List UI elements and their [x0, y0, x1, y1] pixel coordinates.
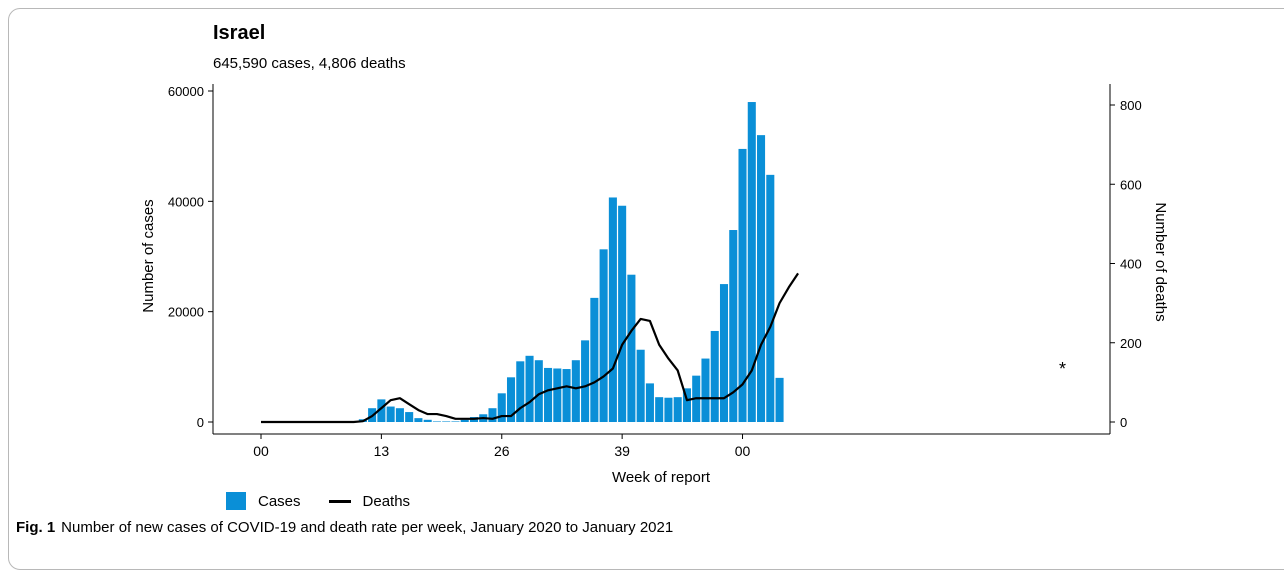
y-axis-left: 0 20000 40000 60000	[168, 84, 214, 434]
y-axis-right: 0 200 400 600 800	[1109, 84, 1142, 434]
cases-bar	[701, 358, 710, 422]
cases-bar	[655, 397, 664, 422]
y2-axis-label: Number of deaths	[1152, 202, 1169, 321]
cases-bar	[405, 412, 414, 422]
x-tick-label: 39	[614, 443, 630, 459]
y-tick-label: 0	[197, 415, 204, 430]
y-axis-label: Number of cases	[140, 199, 157, 312]
cases-bar	[571, 360, 580, 422]
cases-bar	[432, 421, 441, 422]
cases-bar	[645, 383, 654, 422]
cases-bar	[534, 360, 543, 422]
cases-bar	[451, 421, 460, 422]
cases-bar	[664, 397, 673, 422]
cases-bar	[608, 197, 617, 422]
y2-tick-label: 200	[1120, 336, 1142, 351]
legend-cases-label: Cases	[258, 492, 301, 510]
chart-title: Israel	[213, 22, 266, 44]
cases-bar	[590, 297, 599, 422]
x-tick-label: 13	[374, 443, 390, 459]
cases-bar	[636, 349, 645, 422]
y-tick-label: 60000	[168, 84, 204, 99]
x-axis-label: Week of report	[612, 469, 711, 486]
cases-bar	[627, 274, 636, 422]
cases-bar	[414, 418, 423, 422]
y2-tick-label: 400	[1120, 257, 1142, 272]
cases-bar	[757, 135, 766, 422]
cases-bar	[395, 408, 404, 422]
cases-bar	[544, 367, 553, 422]
cases-bar	[710, 330, 719, 422]
cases-bar	[682, 388, 691, 422]
cases-bar	[562, 369, 571, 422]
cases-bar	[738, 148, 747, 423]
cases-bar	[423, 419, 432, 422]
chart-subtitle: 645,590 cases, 4,806 deaths	[213, 55, 406, 72]
y2-tick-label: 600	[1120, 177, 1142, 192]
cases-bar	[497, 393, 506, 422]
x-tick-label: 00	[253, 443, 269, 459]
cases-bar	[673, 397, 682, 422]
cases-bar	[377, 399, 386, 422]
caption-label: Fig. 1	[16, 519, 56, 536]
cases-bar	[525, 355, 534, 422]
cases-bar	[581, 340, 590, 422]
deaths-line	[261, 272, 799, 424]
y-tick-label: 20000	[168, 305, 204, 320]
cases-bar	[775, 377, 784, 422]
cases-bar	[460, 419, 469, 422]
caption-text: Number of new cases of COVID-19 and deat…	[61, 519, 674, 536]
deaths-polyline	[261, 272, 799, 424]
legend-cases-swatch	[226, 492, 246, 510]
legend-deaths-line	[328, 499, 351, 503]
cases-bar	[488, 408, 497, 422]
x-tick-label: 00	[735, 443, 751, 459]
x-axis: 00 13 26 39 00	[213, 433, 1110, 459]
legend: Cases Deaths	[226, 492, 410, 510]
cases-bar	[618, 205, 627, 422]
cases-bar	[599, 249, 608, 422]
cases-bar	[386, 406, 395, 422]
figure-caption: Fig. 1 Number of new cases of COVID-19 an…	[16, 519, 673, 536]
cases-bar	[729, 230, 738, 422]
y2-tick-label: 0	[1120, 415, 1127, 430]
cases-bar	[766, 174, 775, 422]
y-tick-label: 40000	[168, 194, 204, 209]
y2-tick-label: 800	[1120, 98, 1142, 113]
cases-bar	[747, 102, 756, 423]
cases-bars	[358, 102, 784, 423]
cases-bar	[516, 361, 525, 422]
x-tick-label: 26	[494, 443, 510, 459]
cases-bar	[553, 368, 562, 422]
annotation-asterisk: *	[1059, 359, 1066, 379]
cases-bar	[719, 284, 729, 422]
legend-deaths-label: Deaths	[362, 492, 411, 510]
cases-bar	[506, 377, 516, 422]
cases-bar	[442, 421, 451, 422]
